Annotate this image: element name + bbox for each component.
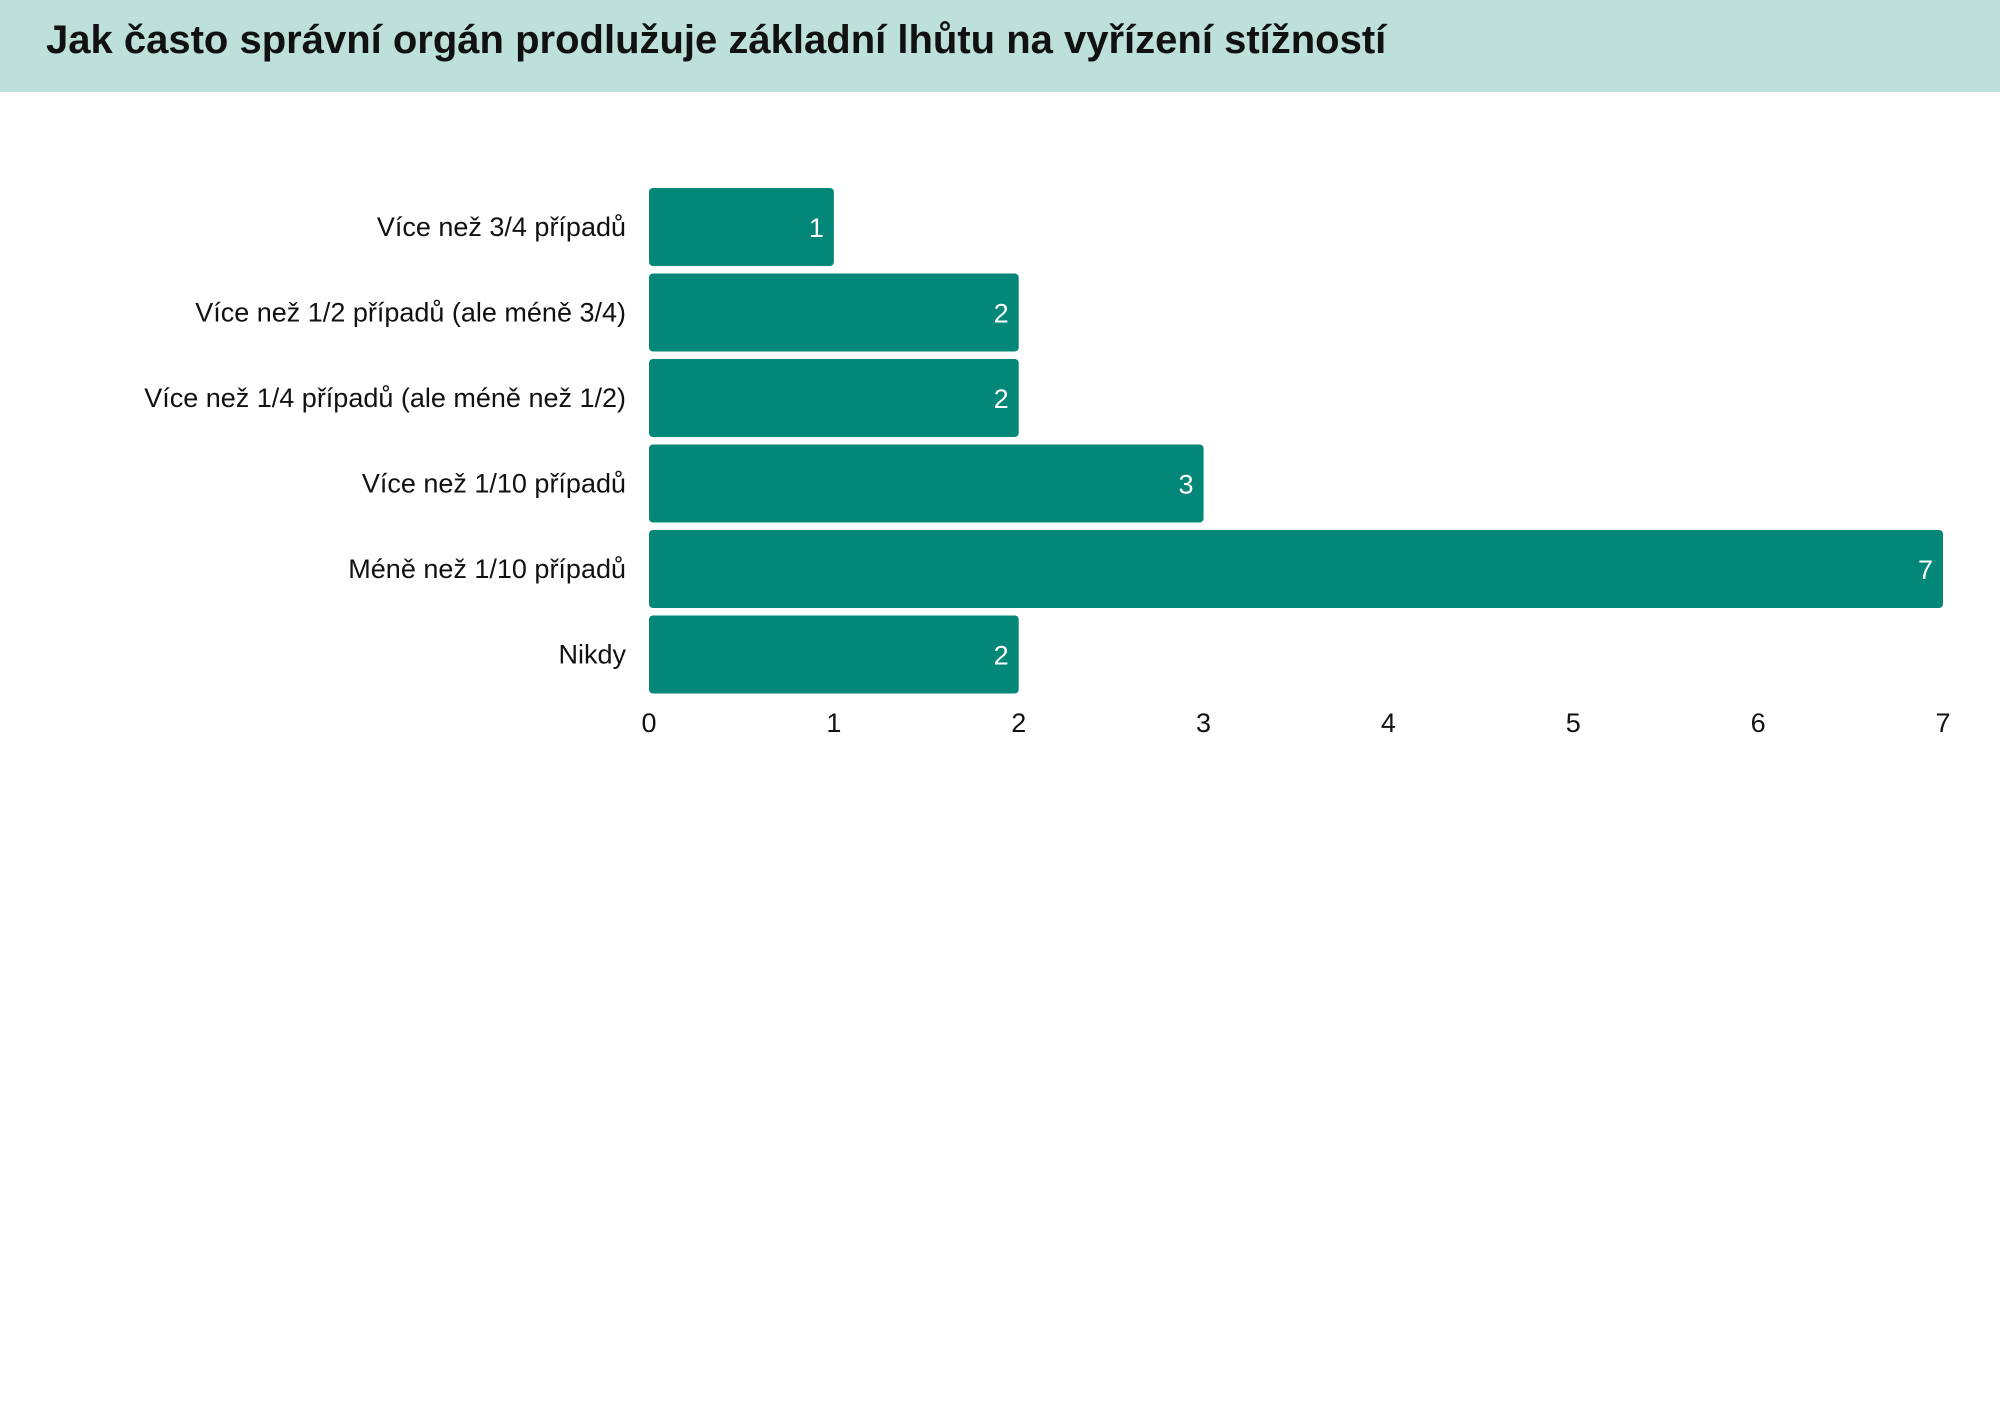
bar (649, 188, 834, 266)
category-label: Nikdy (558, 640, 626, 670)
x-tick-label: 4 (1381, 708, 1396, 738)
x-tick-label: 0 (641, 708, 656, 738)
chart-area: Více než 3/4 případů 1 Více než 1/2 případ… (0, 92, 2000, 812)
data-label: 2 (994, 299, 1009, 329)
bar (649, 615, 1019, 694)
bar (649, 273, 1019, 352)
chart-header: Jak často správní orgán prodlužuje zákla… (0, 0, 2000, 92)
category-label: Méně než 1/10 případů (348, 554, 626, 584)
bar-chart: Více než 3/4 případů 1 Více než 1/2 případ… (144, 188, 1951, 738)
category-label: Více než 1/4 případů (ale méně než 1/2) (144, 383, 626, 413)
bar (649, 444, 1204, 523)
chart-title: Jak často správní orgán prodlužuje zákla… (46, 18, 1387, 62)
data-label: 1 (809, 213, 824, 243)
x-tick-label: 1 (826, 708, 841, 738)
data-label: 3 (1179, 470, 1194, 500)
x-tick-label: 3 (1196, 708, 1211, 738)
x-tick-label: 6 (1751, 708, 1766, 738)
category-label: Více než 1/10 případů (362, 469, 626, 499)
bar (649, 359, 1019, 437)
data-label: 2 (994, 641, 1009, 671)
category-label: Více než 3/4 případů (377, 212, 626, 242)
data-label: 2 (994, 384, 1009, 414)
bar (649, 530, 1943, 608)
category-label: Více než 1/2 případů (ale méně 3/4) (195, 298, 626, 328)
x-tick-label: 2 (1011, 708, 1026, 738)
x-tick-label: 5 (1566, 708, 1581, 738)
x-tick-label: 7 (1935, 708, 1950, 738)
data-label: 7 (1918, 555, 1933, 585)
